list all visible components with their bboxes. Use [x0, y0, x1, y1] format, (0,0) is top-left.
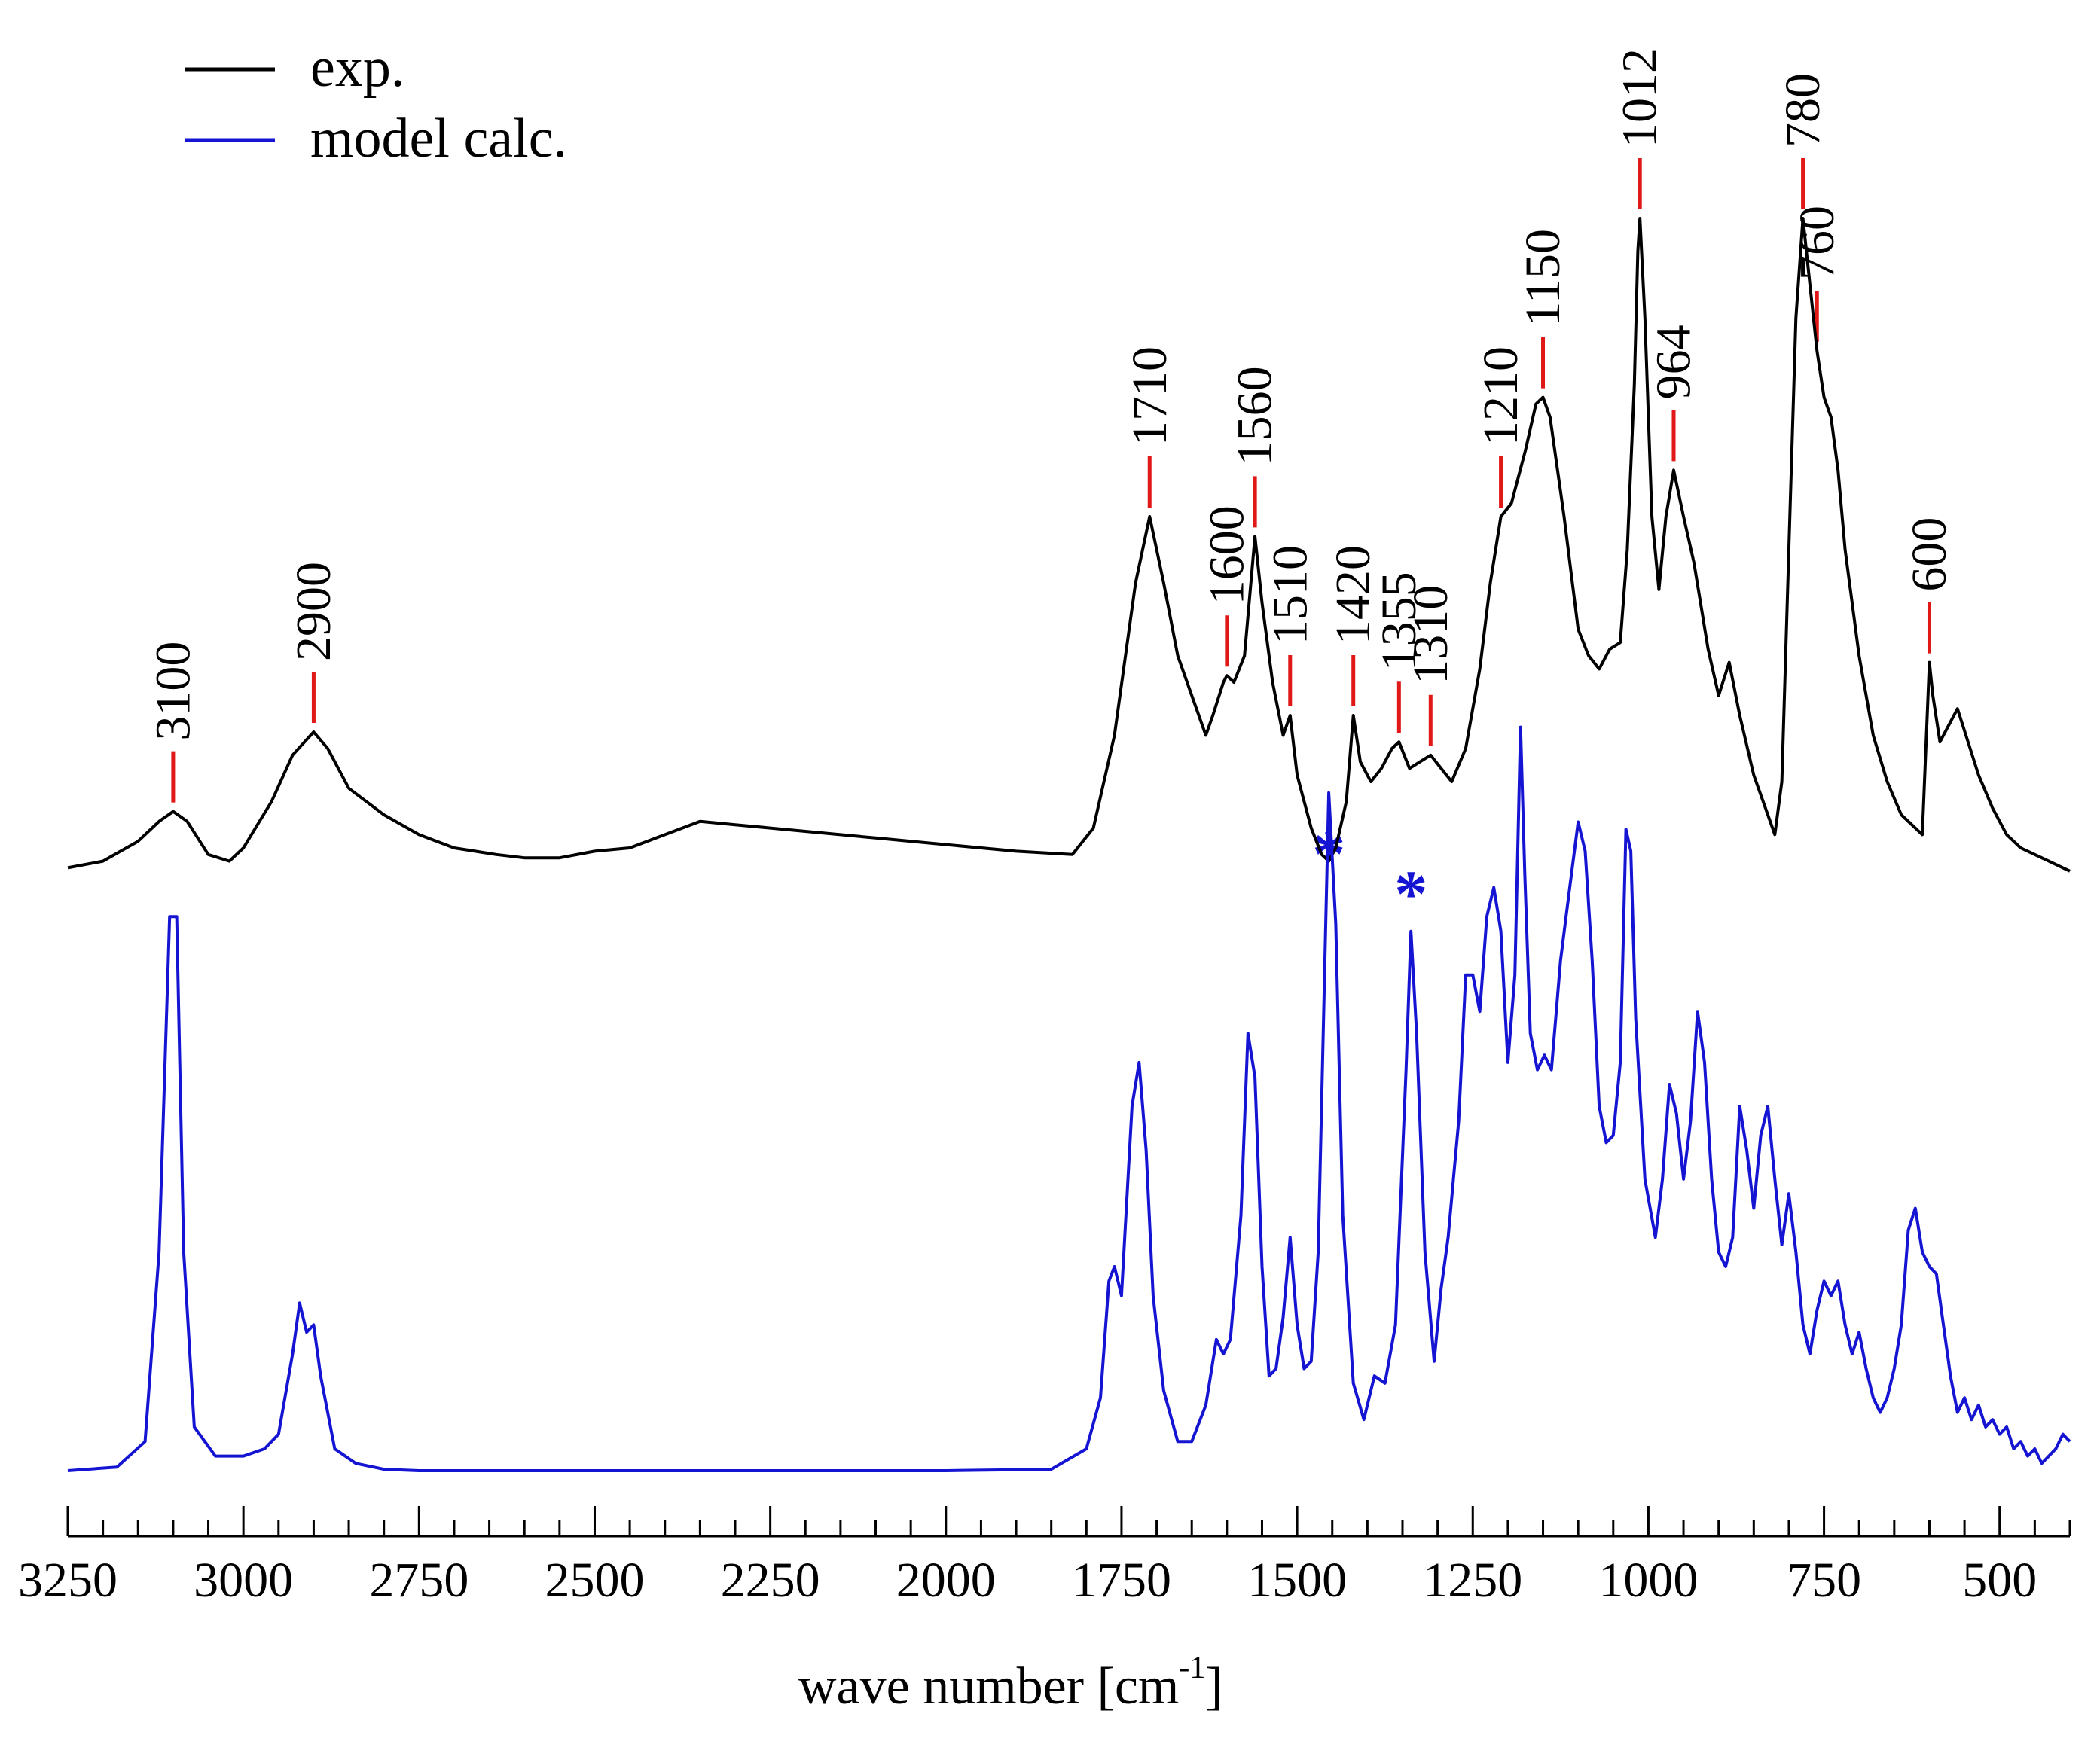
peak-label: 600: [1902, 517, 1957, 592]
x-tick-label: 1250: [1423, 1553, 1522, 1608]
x-tick-label: 2500: [545, 1553, 644, 1608]
x-tick-label: 3000: [194, 1553, 293, 1608]
series-layer: [67, 217, 2071, 1472]
legend-label: model calc.: [310, 108, 567, 169]
x-tick-label: 3250: [18, 1553, 118, 1608]
peak-label: 1560: [1228, 366, 1283, 465]
x-tick-label: 1000: [1598, 1553, 1698, 1608]
x-tick-label: 750: [1787, 1553, 1861, 1608]
peak-label: 1150: [1515, 229, 1570, 327]
series-line-exp: [67, 217, 2071, 873]
peak-label: 1600: [1199, 505, 1254, 605]
peak-label: 760: [1790, 206, 1845, 280]
x-tick-label: 500: [1962, 1553, 2037, 1608]
peak-label: 1355: [1372, 572, 1427, 671]
x-tick-label: 1500: [1247, 1553, 1347, 1608]
peak-label: 1710: [1122, 346, 1177, 446]
asterisk-annotation: *: [1394, 858, 1427, 932]
x-tick-label: 1750: [1072, 1553, 1171, 1608]
peak-label: 3100: [145, 642, 200, 741]
peak-label: 1510: [1262, 545, 1317, 645]
peak-label: 1310: [1403, 585, 1458, 685]
x-axis: 3250 3000 2750 2500 2250 2000 1750 1500 1250 1000…: [18, 1506, 2071, 1608]
x-tick-label: 2000: [896, 1553, 996, 1608]
peak-label: 780: [1775, 73, 1830, 148]
x-tick-label: 2250: [721, 1553, 820, 1608]
legend-label: exp.: [310, 37, 404, 99]
x-tick-label: 2750: [369, 1553, 469, 1608]
annotations: **: [1312, 819, 1427, 932]
x-axis-title: wave number [cm-1]: [798, 1651, 1223, 1715]
peak-label: 964: [1646, 325, 1701, 399]
series-line-model-calc: [67, 725, 2071, 1472]
peak-label: 1420: [1326, 545, 1381, 645]
peak-label: 2900: [286, 562, 341, 661]
peak-label: 1210: [1473, 346, 1528, 446]
legend: exp. model calc.: [185, 37, 567, 169]
peak-label: 1012: [1613, 48, 1668, 148]
